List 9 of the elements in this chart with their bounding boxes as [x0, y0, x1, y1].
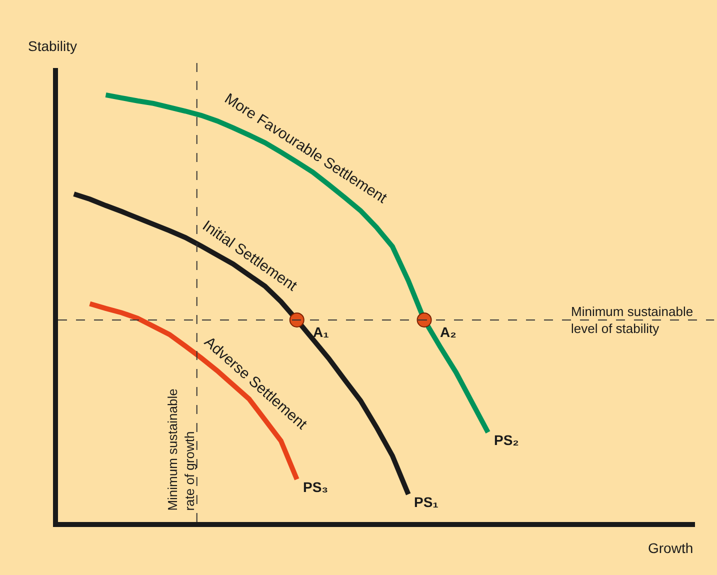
- series-label: PS₁: [414, 494, 439, 510]
- annotation: A₂: [440, 324, 456, 340]
- y-axis-title: Stability: [28, 38, 78, 54]
- series-label: PS₂: [494, 432, 519, 448]
- annotation: Minimum sustainable rate of growth: [164, 388, 197, 511]
- x-axis-title: Growth: [648, 540, 694, 556]
- series-label: PS₃: [303, 479, 328, 495]
- ref-line-label: Minimum sustainable level of stability: [571, 304, 694, 336]
- annotation: A₁: [313, 324, 330, 340]
